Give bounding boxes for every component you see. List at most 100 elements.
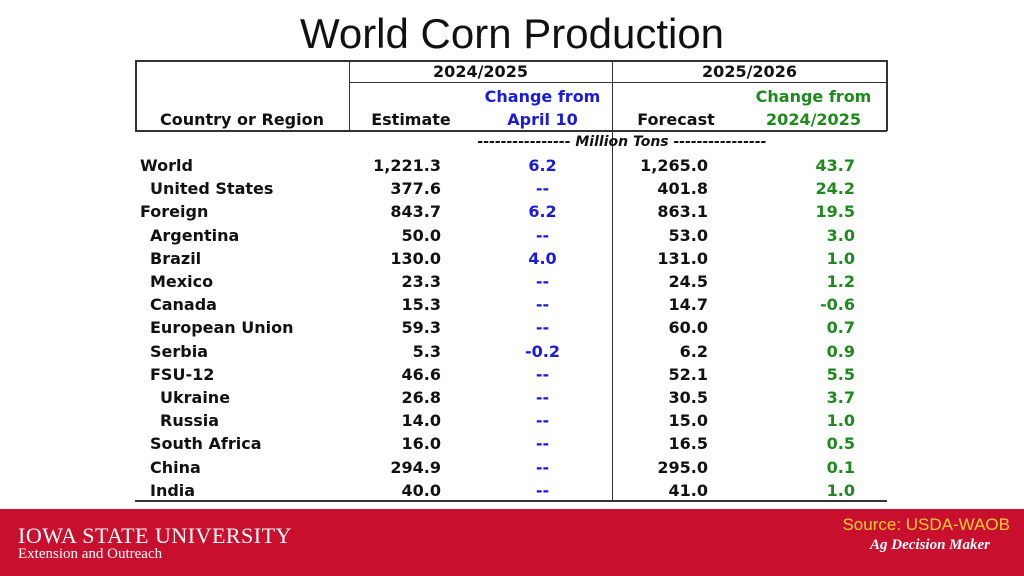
row-estimate-value: 59.3 [401,318,441,338]
university-logo-text: IOWA STATE UNIVERSITY [18,523,292,548]
row-estimate-value: 294.9 [390,457,441,477]
row-change1-value: -- [535,179,550,199]
header-change-prior-sub: 2024/2025 [766,110,861,129]
row-change2-value: 1.0 [826,480,855,500]
row-change2-value: 1.0 [826,248,855,268]
row-forecast-value: 16.5 [668,434,708,454]
header-group-divider [349,82,887,83]
row-forecast-value: 30.5 [668,388,708,407]
page-title: World Corn Production [299,10,725,57]
row-label: China [150,457,201,477]
header-divider-country [349,60,350,131]
row-forecast-value: 24.5 [668,272,708,291]
row-change2-value: 0.1 [826,457,855,477]
row-change1-value: 4.0 [528,248,557,268]
header-divider-years [612,60,613,502]
row-change1-value: -- [535,225,550,245]
row-forecast-value: 1,265.0 [640,156,708,175]
row-change1-value: -- [535,272,550,291]
row-change2-value: 3.0 [826,225,855,245]
footer-bar: IOWA STATE UNIVERSITY Extension and Outr… [0,509,1024,576]
row-forecast-value: 41.0 [668,480,708,500]
row-change2-value: 19.5 [815,202,855,222]
source-label: Source: USDA-WAOB [842,515,1010,534]
row-label: European Union [150,318,294,338]
row-label: United States [150,179,274,199]
row-estimate-value: 15.3 [401,295,441,315]
row-change1-value: 6.2 [528,202,557,222]
row-estimate-value: 23.3 [401,272,441,291]
row-estimate-value: 50.0 [401,225,441,245]
row-forecast-value: 863.1 [657,202,708,222]
header-top-border [135,60,887,62]
row-forecast-value: 401.8 [657,179,708,199]
row-label: FSU-12 [150,364,215,384]
row-change1-value: -- [535,388,550,407]
row-estimate-value: 1,221.3 [373,156,441,175]
row-estimate-value: 40.0 [401,480,441,500]
header-estimate: Estimate [371,110,451,129]
row-estimate-value: 130.0 [390,248,441,268]
row-change2-value: 1.0 [826,411,855,431]
row-change1-value: -- [535,318,550,338]
brand-logo-text: Ag Decision Maker [870,537,990,553]
row-forecast-value: 295.0 [657,457,708,477]
row-change2-value: 0.7 [826,318,855,338]
header-group-2025: 2025/2026 [702,62,797,81]
table-bottom-border [135,500,887,502]
header-left-border [135,60,137,131]
row-change1-value: -- [535,411,550,431]
header-change-prior: Change from [755,87,872,106]
header-group-2024: 2024/2025 [433,62,528,81]
row-change2-value: 0.5 [826,434,855,454]
row-forecast-value: 14.7 [668,295,708,315]
row-change1-value: -- [535,295,550,315]
header-change-april-sub: April 10 [507,110,578,129]
row-forecast-value: 53.0 [668,225,708,245]
row-change2-value: 5.5 [826,364,855,384]
row-estimate-value: 5.3 [412,341,441,361]
row-forecast-value: 6.2 [679,341,708,361]
university-subtitle: Extension and Outreach [18,546,163,562]
row-forecast-value: 60.0 [668,318,708,338]
row-change1-value: 6.2 [528,156,557,175]
row-label: Ukraine [160,388,231,407]
row-estimate-value: 377.6 [390,179,441,199]
row-change2-value: 3.7 [826,388,855,407]
row-estimate-value: 26.8 [401,388,441,407]
row-label: India [150,480,196,500]
row-forecast-value: 131.0 [657,248,708,268]
header-country: Country or Region [160,110,324,129]
row-forecast-value: 52.1 [668,364,708,384]
row-label: Brazil [150,248,202,268]
row-change2-value: 43.7 [815,156,855,175]
row-change2-value: 1.2 [826,272,855,291]
row-estimate-value: 843.7 [390,202,441,222]
row-change1-value: -- [535,457,550,477]
header-forecast: Forecast [637,110,715,129]
corn-production-table: 2024/2025 2025/2026 Country or Region Es… [135,60,888,502]
row-change2-value: 24.2 [815,179,855,199]
row-label: Russia [160,411,220,431]
units-label: ---------------- Million Tons ----------… [477,134,767,150]
row-change1-value: -- [535,364,550,384]
row-label: World [140,156,193,175]
row-label: Foreign [140,202,209,222]
header-bottom-border [135,130,887,132]
row-estimate-value: 14.0 [401,411,441,431]
row-change2-value: 0.9 [826,341,855,361]
row-change1-value: -0.2 [525,341,560,361]
row-label: South Africa [150,434,262,454]
row-change1-value: -- [535,480,550,500]
row-label: Serbia [150,341,208,361]
row-change1-value: -- [535,434,550,454]
row-forecast-value: 15.0 [668,411,708,431]
row-estimate-value: 16.0 [401,434,441,454]
row-change2-value: -0.6 [820,295,855,315]
row-label: Argentina [150,225,240,245]
row-estimate-value: 46.6 [401,364,441,384]
row-label: Mexico [150,272,214,291]
header-change-april: Change from [484,87,601,106]
header-right-border [886,60,888,131]
row-label: Canada [150,295,217,315]
